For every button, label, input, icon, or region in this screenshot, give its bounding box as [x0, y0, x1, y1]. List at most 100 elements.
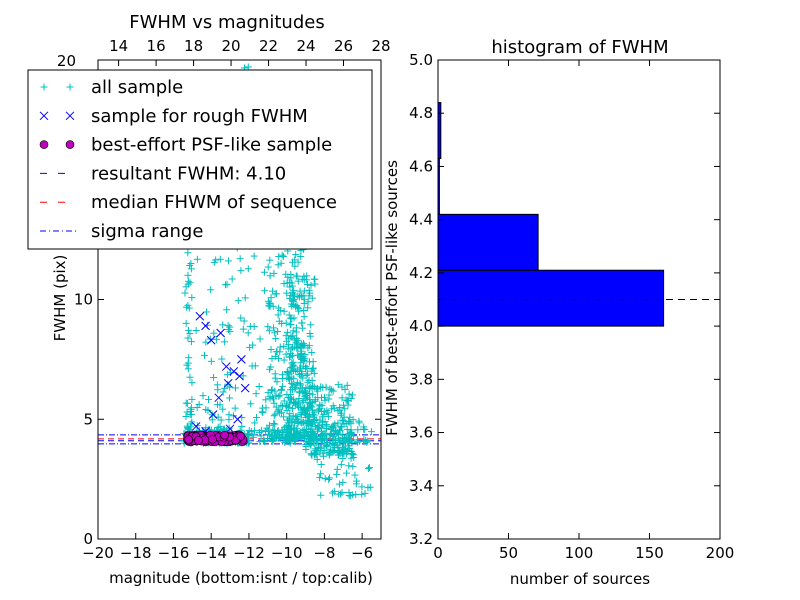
all-sample-point	[264, 263, 272, 271]
all-sample-point	[361, 489, 369, 497]
all-sample-point	[225, 394, 233, 402]
all-sample-point	[272, 348, 280, 356]
all-sample-point	[302, 371, 310, 379]
all-sample-point	[281, 439, 289, 447]
all-sample-point	[342, 420, 350, 428]
scatter-top-x-tick-label: 24	[296, 37, 315, 55]
all-sample-point	[266, 256, 274, 264]
scatter-x-tick-label: −20	[82, 544, 114, 562]
all-sample-point	[266, 393, 274, 401]
all-sample-point	[224, 257, 232, 265]
all-sample-point	[216, 255, 224, 263]
all-sample-point	[264, 323, 272, 331]
all-sample-point	[303, 429, 311, 437]
scatter-top-x-ticks: 14 16 18 20 22 24 26 28	[109, 37, 391, 66]
all-sample-point	[302, 438, 310, 446]
rough-fwhm-point	[216, 328, 225, 338]
scatter-x-axis-label: magnitude (bottom:isnt / top:calib)	[109, 569, 373, 587]
all-sample-point	[280, 307, 288, 315]
all-sample-point	[366, 483, 374, 491]
histogram-title: histogram of FWHM	[491, 37, 668, 58]
legend-entry: all sample	[40, 77, 183, 98]
all-sample-point	[345, 444, 353, 452]
all-sample-point	[343, 381, 351, 389]
all-sample-point	[364, 464, 372, 472]
all-sample-point	[245, 427, 253, 435]
all-sample-point	[286, 321, 294, 329]
all-sample-point	[335, 451, 343, 459]
scatter-series-psf-like	[183, 430, 248, 447]
all-sample-point	[343, 425, 351, 433]
all-sample-point	[232, 384, 240, 392]
all-sample-point	[262, 396, 270, 404]
all-sample-point	[268, 386, 276, 394]
all-sample-point	[345, 418, 353, 426]
all-sample-point	[272, 335, 280, 343]
all-sample-point	[296, 433, 304, 441]
all-sample-point	[290, 396, 298, 404]
all-sample-point	[320, 452, 328, 460]
all-sample-point	[334, 381, 342, 389]
all-sample-point	[296, 352, 304, 360]
all-sample-point	[219, 388, 227, 396]
all-sample-point	[304, 412, 312, 420]
all-sample-point	[338, 383, 346, 391]
all-sample-point	[284, 393, 292, 401]
legend-box	[27, 69, 373, 250]
all-sample-point	[323, 442, 331, 450]
all-sample-point	[292, 251, 300, 259]
all-sample-point	[293, 413, 301, 421]
all-sample-point	[321, 474, 329, 482]
all-sample-point	[296, 287, 304, 295]
psf-like-point	[220, 430, 229, 440]
all-sample-point	[293, 424, 301, 432]
histogram-x-ticks: 0 50 100 150 200	[433, 60, 734, 562]
all-sample-point	[285, 413, 293, 421]
all-sample-point	[306, 425, 314, 433]
all-sample-point	[219, 405, 227, 413]
scatter-x-tick-label: −6	[351, 544, 373, 562]
all-sample-point	[319, 418, 327, 426]
all-sample-point	[295, 293, 303, 301]
all-sample-point	[285, 374, 293, 382]
scatter-x-tick-label: −10	[271, 544, 303, 562]
all-sample-point	[293, 340, 301, 348]
all-sample-point	[292, 428, 300, 436]
all-sample-point	[276, 391, 284, 399]
all-sample-point	[315, 423, 323, 431]
all-sample-point	[219, 321, 227, 329]
all-sample-point	[184, 271, 192, 279]
all-sample-point	[186, 279, 194, 287]
all-sample-point	[319, 449, 327, 457]
histogram-y-axis-label: FWHM of best-effort PSF-like sources	[383, 160, 401, 436]
all-sample-point	[345, 488, 353, 496]
scatter-y-ticks: 0 5 10	[74, 291, 381, 548]
scatter-title: FWHM vs magnitudes	[129, 12, 324, 33]
legend-label: resultant FWHM: 4.10	[91, 163, 286, 184]
all-sample-point	[260, 268, 268, 276]
all-sample-point	[359, 425, 367, 433]
all-sample-point	[333, 465, 341, 473]
all-sample-point	[193, 404, 201, 412]
all-sample-point	[282, 350, 290, 358]
histogram-panel: 0 50 100 150 200 3.2 3.4 3.6 3.8 4.0 4.2 4.4 4.6 4.8…	[383, 37, 734, 588]
all-sample-point	[207, 286, 215, 294]
all-sample-point	[354, 437, 362, 445]
all-sample-point	[331, 426, 339, 434]
all-sample-point	[181, 289, 189, 297]
all-sample-point	[325, 395, 333, 403]
all-sample-point	[322, 443, 330, 451]
rough-fwhm-point	[235, 371, 244, 381]
all-sample-point	[295, 403, 303, 411]
all-sample-point	[345, 390, 353, 398]
all-sample-point	[261, 438, 269, 446]
all-sample-point	[186, 330, 194, 338]
legend-marker-plus	[40, 83, 48, 91]
all-sample-point	[313, 455, 321, 463]
all-sample-point	[214, 401, 222, 409]
legend-entry: resultant FWHM: 4.10	[40, 163, 286, 184]
all-sample-point	[188, 379, 196, 387]
all-sample-point	[310, 430, 318, 438]
all-sample-point	[355, 419, 363, 427]
all-sample-point	[186, 261, 194, 269]
